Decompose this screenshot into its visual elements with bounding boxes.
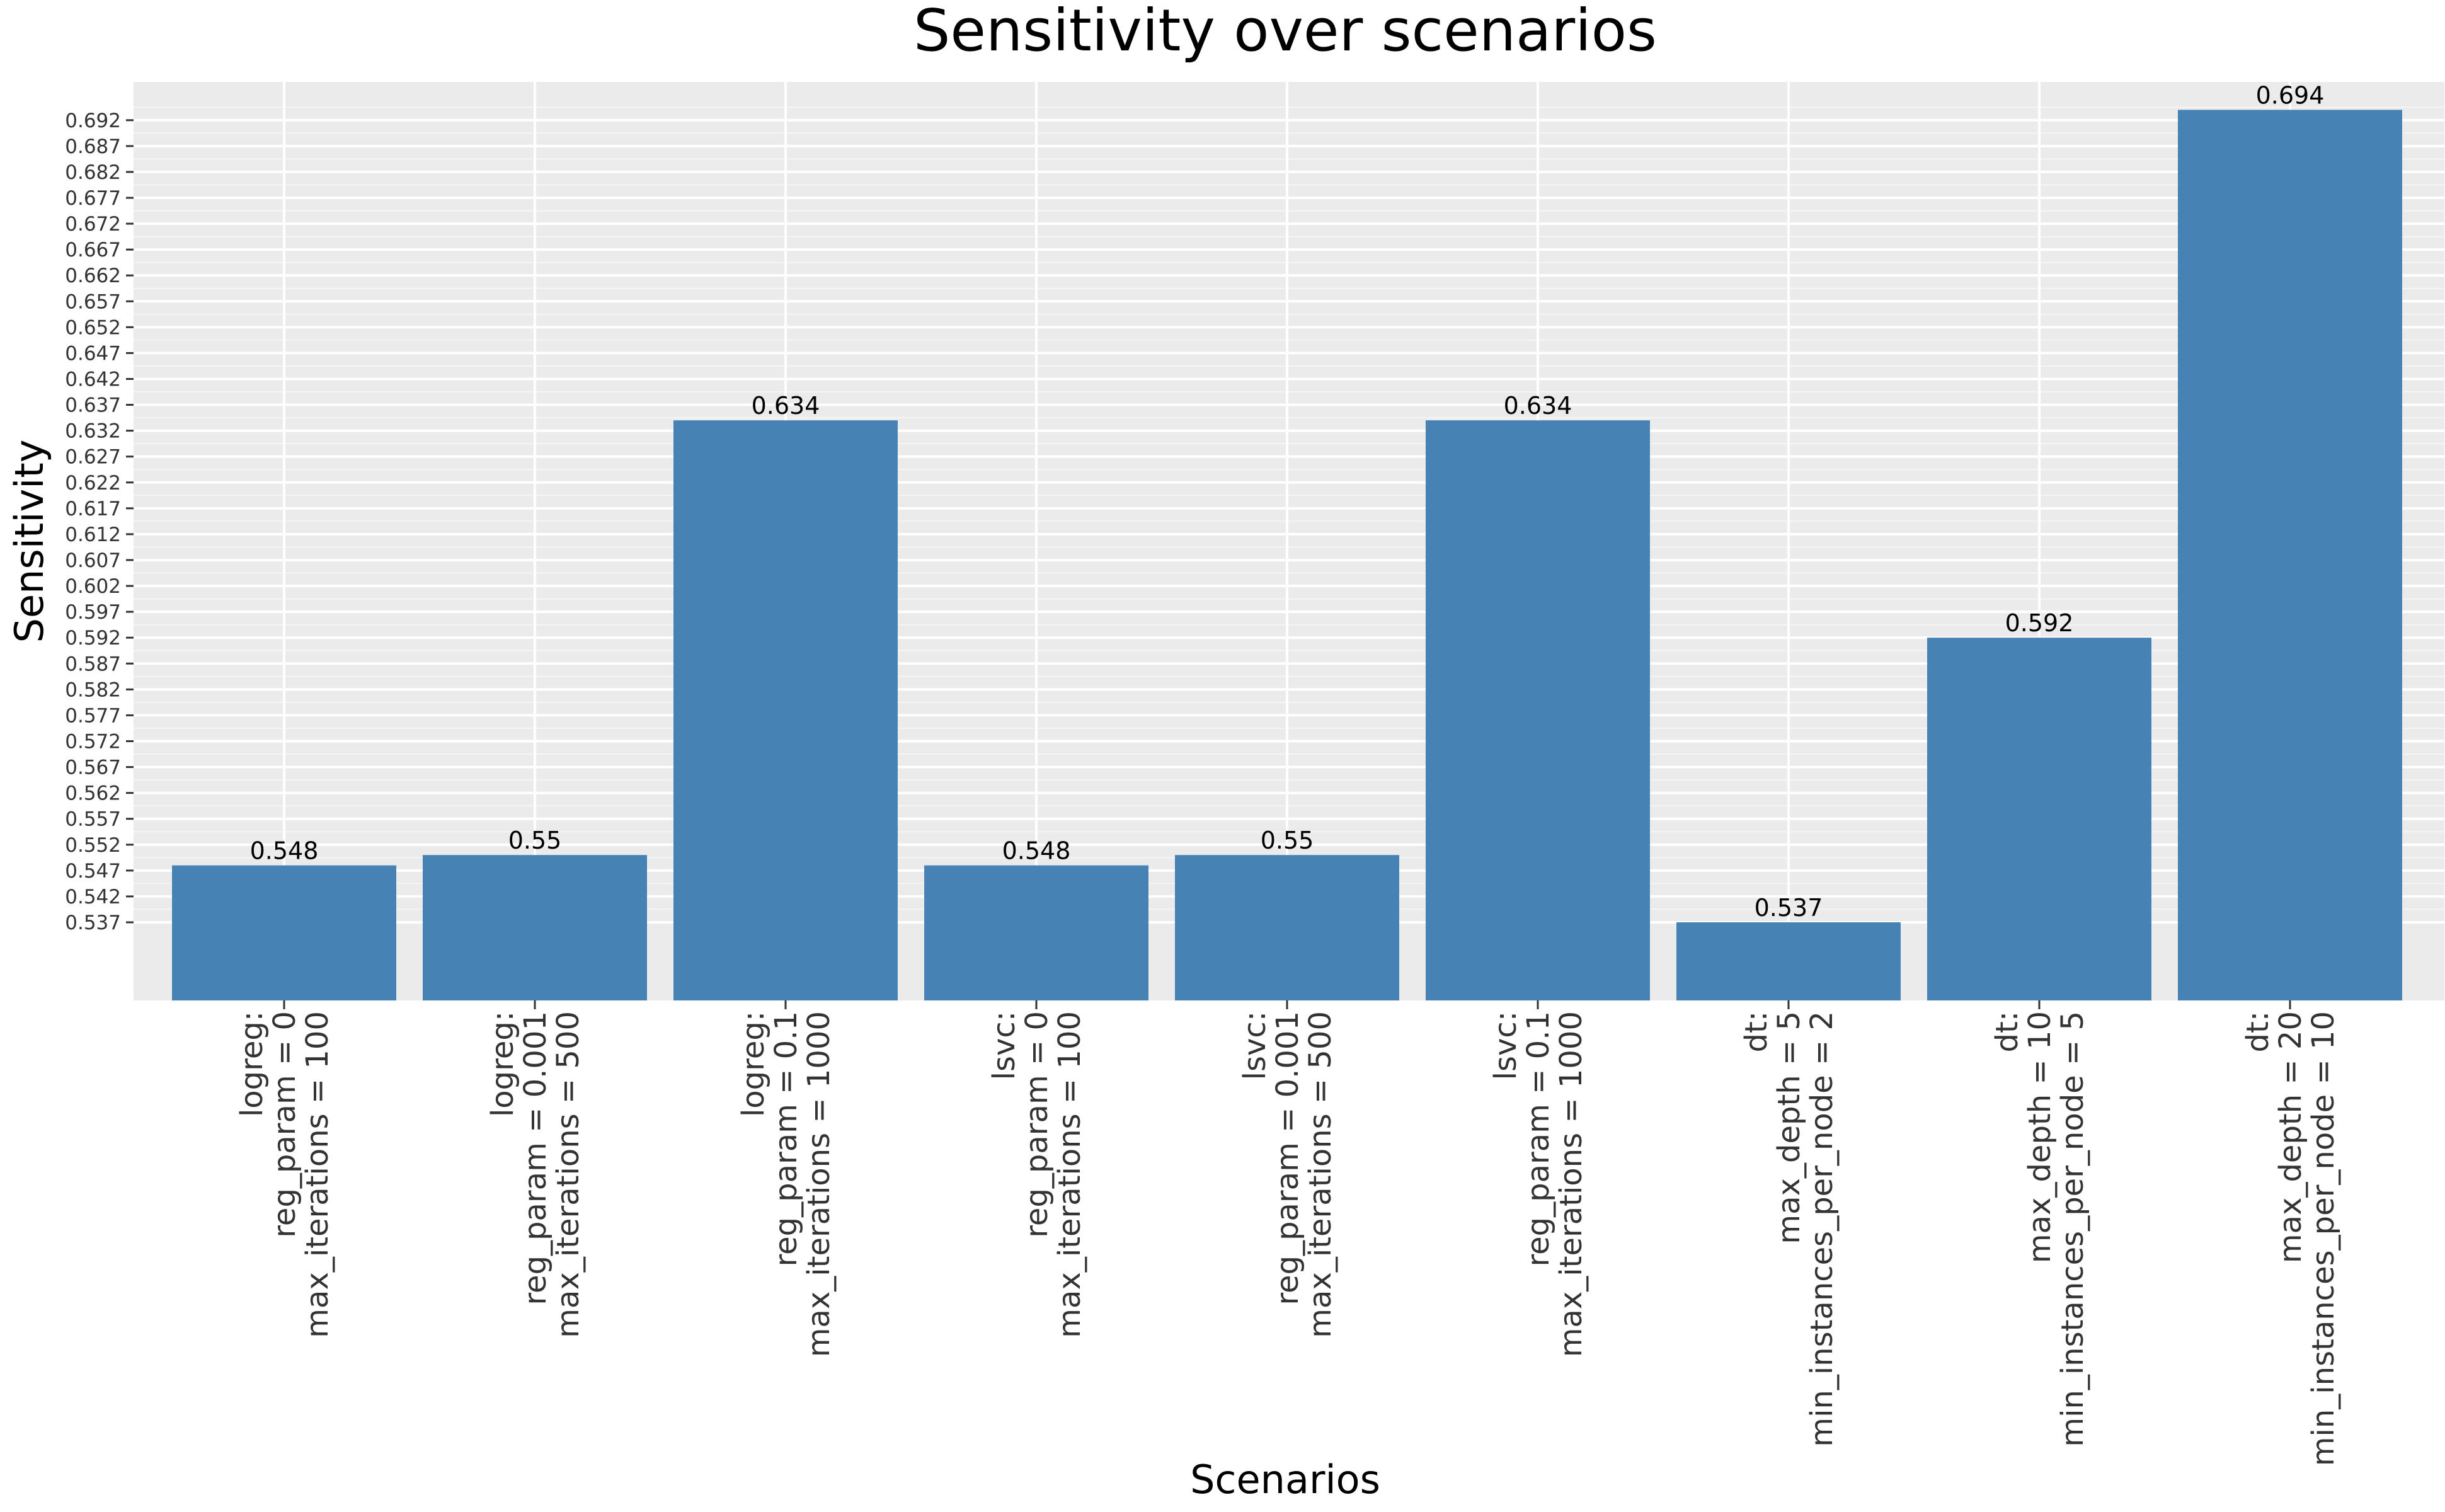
y-tick-label: 0.662 xyxy=(65,265,121,287)
x-tick-label-line: min_instances_per_node = 10 xyxy=(2306,1011,2341,1466)
bar xyxy=(673,420,898,1000)
x-tick-label-line: max_depth = 10 xyxy=(2022,1011,2058,1263)
x-tick-label-line: min_instances_per_node = 2 xyxy=(1804,1011,1840,1447)
x-tick-label: dt:max_depth = 20min_instances_per_node … xyxy=(2240,1011,2341,1466)
y-tick-label: 0.682 xyxy=(65,161,121,184)
x-tick-label-line: reg_param = 0.1 xyxy=(769,1011,804,1267)
x-tick-label-line: reg_param = 0.001 xyxy=(518,1011,553,1305)
y-tick-label: 0.592 xyxy=(65,627,121,650)
x-tick-label-line: logreg: xyxy=(485,1011,520,1117)
x-tick-label-line: max_iterations = 100 xyxy=(300,1011,335,1338)
y-axis-ticks: 0.537 0.542 0.547 0.552 0.557 0.562 0.567 0.572… xyxy=(65,110,134,934)
y-tick-label: 0.617 xyxy=(65,498,121,520)
data-label: 0.634 xyxy=(752,392,820,420)
y-tick-label: 0.567 xyxy=(65,757,121,779)
data-label: 0.537 xyxy=(1755,894,1823,922)
data-label: 0.694 xyxy=(2256,81,2325,109)
bar xyxy=(1927,638,2151,1000)
x-tick-label-line: lsvc: xyxy=(1488,1011,1523,1080)
y-tick-label: 0.547 xyxy=(65,860,121,883)
y-tick-label: 0.552 xyxy=(65,834,121,857)
y-tick-label: 0.542 xyxy=(65,886,121,908)
data-labels: 0.548 0.55 0.634 0.548 0.55 0.634 0.537 0.592 0.… xyxy=(250,81,2325,922)
y-tick-label: 0.577 xyxy=(65,704,121,727)
data-label: 0.548 xyxy=(1002,837,1071,865)
chart-title: Sensitivity over scenarios xyxy=(913,0,1657,64)
x-tick-label-line: lsvc: xyxy=(987,1011,1022,1080)
y-tick-label: 0.667 xyxy=(65,239,121,261)
y-tick-label: 0.647 xyxy=(65,342,121,365)
x-tick-label-line: dt: xyxy=(1739,1011,1774,1052)
y-tick-label: 0.612 xyxy=(65,524,121,546)
x-tick-label-line: max_iterations = 100 xyxy=(1052,1011,1087,1338)
y-tick-label: 0.587 xyxy=(65,653,121,675)
bar xyxy=(1676,922,1901,1000)
y-tick-label: 0.687 xyxy=(65,135,121,158)
x-axis-title: Scenarios xyxy=(1190,1457,1380,1503)
x-tick-label-line: reg_param = 0.1 xyxy=(1521,1011,1556,1267)
y-tick-label: 0.627 xyxy=(65,446,121,469)
y-tick-label: 0.652 xyxy=(65,316,121,339)
x-tick-label-line: lsvc: xyxy=(1237,1011,1273,1080)
x-tick-label-line: logreg: xyxy=(234,1011,270,1117)
bar xyxy=(1175,855,1399,1000)
y-tick-label: 0.657 xyxy=(65,290,121,313)
y-tick-label: 0.607 xyxy=(65,549,121,572)
y-tick-label: 0.537 xyxy=(65,912,121,934)
x-tick-label-line: logreg: xyxy=(736,1011,771,1117)
x-tick-label-line: dt: xyxy=(2240,1011,2276,1052)
y-tick-label: 0.562 xyxy=(65,782,121,805)
y-tick-label: 0.672 xyxy=(65,213,121,236)
y-tick-label: 0.602 xyxy=(65,575,121,598)
data-label: 0.592 xyxy=(2005,609,2074,637)
x-tick-label: dt:max_depth = 10min_instances_per_node … xyxy=(1990,1011,2090,1447)
data-label: 0.55 xyxy=(508,827,562,854)
data-label: 0.55 xyxy=(1261,827,1314,854)
bar xyxy=(423,855,647,1000)
y-tick-label: 0.622 xyxy=(65,472,121,495)
bars xyxy=(172,110,2402,1000)
x-tick-label-line: reg_param = 0.001 xyxy=(1270,1011,1305,1305)
x-tick-label-line: max_depth = 20 xyxy=(2273,1011,2308,1263)
y-tick-label: 0.677 xyxy=(65,187,121,210)
y-tick-label: 0.642 xyxy=(65,368,121,391)
bar xyxy=(172,865,396,1000)
x-tick-label-line: max_depth = 5 xyxy=(1772,1011,1807,1244)
x-tick-label-line: max_iterations = 1000 xyxy=(801,1011,837,1357)
data-label: 0.548 xyxy=(250,837,319,865)
x-tick-label-line: reg_param = 0 xyxy=(1019,1011,1055,1238)
x-tick-label-line: reg_param = 0 xyxy=(267,1011,302,1238)
x-tick-label-line: max_iterations = 500 xyxy=(551,1011,586,1338)
y-tick-label: 0.637 xyxy=(65,394,121,417)
data-label: 0.634 xyxy=(1504,392,1572,420)
y-tick-label: 0.572 xyxy=(65,730,121,753)
y-tick-label: 0.632 xyxy=(65,420,121,443)
x-tick-label-line: dt: xyxy=(1990,1011,2025,1052)
x-tick-label-line: min_instances_per_node = 5 xyxy=(2055,1011,2090,1447)
bar xyxy=(2178,110,2402,1000)
y-axis-title: Sensitivity xyxy=(6,440,52,643)
x-tick-label-line: max_iterations = 1000 xyxy=(1554,1011,1589,1357)
bar xyxy=(924,865,1148,1000)
y-tick-label: 0.557 xyxy=(65,808,121,831)
bar xyxy=(1426,420,1650,1000)
y-tick-label: 0.692 xyxy=(65,110,121,132)
y-tick-label: 0.582 xyxy=(65,679,121,701)
x-tick-label-line: max_iterations = 500 xyxy=(1303,1011,1338,1338)
y-tick-label: 0.597 xyxy=(65,601,121,624)
